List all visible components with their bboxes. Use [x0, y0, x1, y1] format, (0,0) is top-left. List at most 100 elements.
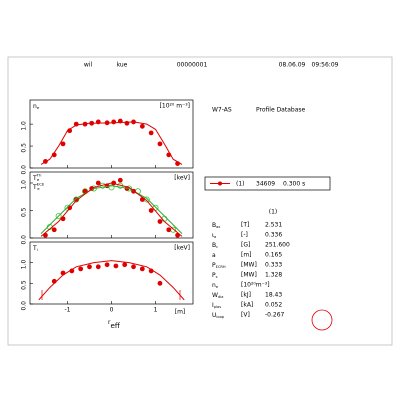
param-unit: [V] — [241, 312, 250, 319]
data-point — [95, 180, 101, 186]
data-point — [95, 264, 101, 270]
y-tick-label: 0.0 — [21, 301, 28, 311]
unit-label: [keV] — [174, 245, 190, 252]
param-unit: [MW] — [241, 272, 257, 279]
data-point — [166, 227, 172, 233]
data-point — [117, 177, 123, 183]
label: Ps — [212, 272, 218, 279]
data-point — [122, 262, 128, 268]
label-sub: a — [214, 235, 216, 239]
data-point — [60, 141, 66, 147]
y-tick-label: 0.5 — [21, 207, 28, 217]
param-unit: [T] — [241, 222, 249, 229]
label: ιa — [212, 232, 216, 239]
column-head: (1) — [269, 209, 278, 216]
label-main: T — [32, 184, 37, 191]
header-text: 00000001 — [177, 62, 208, 69]
param-value: 0.165 — [265, 252, 282, 259]
label-sub: dia — [218, 295, 223, 299]
param-value: 2.531 — [265, 222, 282, 229]
y-tick-label: 1.0 — [21, 121, 28, 131]
param-unit: [G] — [241, 242, 250, 249]
data-point — [55, 212, 62, 219]
param-value: 0.333 — [265, 262, 282, 269]
legend-shot: 34609 — [256, 181, 275, 188]
data-point — [131, 264, 136, 270]
label: a — [212, 252, 216, 259]
param-unit: [10²⁰m⁻³] — [241, 282, 270, 289]
param-unit: [m] — [241, 252, 252, 259]
label-sub: eff — [110, 321, 120, 330]
label-sup: ECE — [37, 182, 45, 187]
x-tick-label: 0 — [110, 307, 114, 314]
label: reff — [108, 319, 121, 330]
label: ne — [212, 282, 218, 289]
header-text: 09:56:09 — [312, 62, 339, 69]
data-point — [111, 119, 117, 125]
y-tick-label: 0.0 — [21, 165, 28, 175]
label-sub: ECRH — [216, 265, 226, 269]
legend-marker — [218, 181, 222, 186]
legend-box — [204, 176, 331, 191]
x-tick-label: -1 — [64, 307, 70, 314]
label-sub: c — [216, 245, 218, 249]
param-value: 0.052 — [265, 302, 282, 309]
x-unit: [m] — [175, 309, 186, 316]
unit-label: [keV] — [174, 175, 190, 182]
profile-curve — [38, 260, 185, 301]
label-sub: loop — [216, 315, 224, 319]
label: Uloop — [212, 312, 225, 319]
label-main: a — [212, 252, 216, 259]
profile-curve — [40, 121, 183, 165]
data-point — [78, 266, 84, 272]
unit-label: [10²⁰ m⁻³] — [160, 103, 190, 110]
data-point — [113, 263, 119, 269]
param-value: 1.328 — [265, 272, 282, 279]
label: Bax — [212, 222, 220, 229]
param-unit: [-] — [241, 232, 248, 239]
param-value: 251.600 — [265, 242, 290, 249]
label-sub: ax — [216, 225, 220, 229]
header-text: 08.06.09 — [279, 62, 306, 69]
label-main: B — [212, 242, 216, 249]
subtitle: Profile Database — [256, 107, 306, 114]
sheet — [7, 56, 393, 346]
data-point — [73, 196, 80, 203]
label-sub: i — [37, 247, 38, 252]
x-tick-label: 1 — [154, 307, 158, 314]
label-main: P — [212, 272, 216, 279]
label-main: W — [212, 292, 218, 299]
label: ne — [33, 103, 40, 111]
header-text: wil — [84, 62, 93, 69]
label: Wdia — [212, 292, 223, 299]
profile-curve — [40, 182, 183, 237]
header-text: kue — [117, 62, 128, 69]
data-point — [157, 280, 163, 286]
legend-time: 0.300 s — [283, 181, 305, 188]
label: Bc — [212, 242, 218, 249]
label-main: n — [33, 103, 37, 110]
y-tick-label: 0.0 — [21, 235, 28, 245]
label-sub: e — [37, 105, 40, 110]
label-main: ι — [212, 232, 214, 239]
data-point — [51, 227, 57, 233]
param-unit: [kA] — [241, 302, 253, 309]
data-point — [139, 266, 145, 272]
data-point — [148, 130, 154, 136]
label-main: U — [212, 312, 216, 319]
param-value: 18.43 — [265, 292, 282, 299]
param-value: -0.267 — [265, 312, 285, 319]
y-tick-label: 0.5 — [21, 143, 28, 153]
label-sub: plas — [214, 305, 221, 309]
label-main: n — [212, 282, 216, 289]
label-sub: e — [37, 186, 40, 191]
title: W7-AS — [212, 107, 232, 114]
data-point — [104, 262, 110, 268]
y-tick-label: 1.0 — [21, 259, 28, 269]
label-sub: s — [216, 275, 218, 279]
param-value: 0.336 — [265, 232, 282, 239]
profile-curve — [40, 185, 183, 234]
stamp — [311, 309, 333, 331]
label: TECE e — [32, 182, 45, 192]
y-tick-label: 1.0 — [21, 180, 28, 190]
